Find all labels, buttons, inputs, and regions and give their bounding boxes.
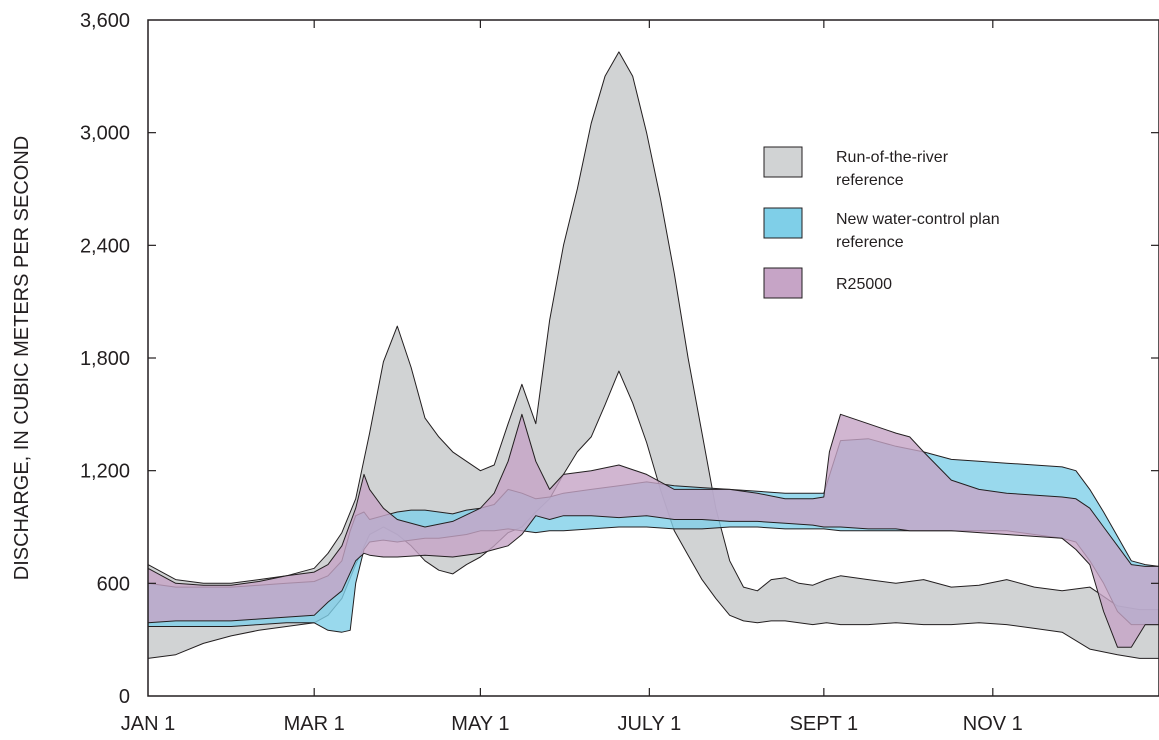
x-tick-label: SEPT 1 — [790, 713, 859, 735]
legend-label-new-water-control-plan-line1: New water-control plan — [836, 211, 1000, 228]
legend-label-r25000: R25000 — [836, 276, 892, 293]
x-tick-label: JULY 1 — [617, 713, 681, 735]
y-tick-label: 600 — [97, 573, 130, 595]
y-tick-label: 1,200 — [80, 461, 130, 483]
series-layer — [147, 51, 1159, 659]
y-tick-label: 3,600 — [80, 10, 130, 32]
ticks-layer: 0 600 1,200 1,800 2,400 3,000 3,600 JAN 1 MAR 1 M… — [80, 10, 1159, 735]
x-tick-label: MAY 1 — [451, 713, 509, 735]
y-axis-title: DISCHARGE, IN CUBIC METERS PER SECOND — [11, 136, 33, 581]
legend-swatch-r25000 — [763, 267, 803, 299]
legend-label-run-of-the-river-line2: reference — [836, 172, 904, 189]
legend-label-run-of-the-river-line1: Run-of-the-river — [836, 149, 949, 166]
series-band-run-of-the-river-reference — [147, 51, 1159, 659]
x-tick-label: MAR 1 — [284, 713, 345, 735]
x-tick-label: JAN 1 — [121, 713, 175, 735]
legend: Run-of-the-river reference New water-con… — [763, 146, 1000, 299]
y-tick-label: 2,400 — [80, 235, 130, 257]
y-tick-label: 1,800 — [80, 348, 130, 370]
y-tick-label: 0 — [119, 686, 130, 708]
y-tick-label: 3,000 — [80, 123, 130, 145]
plot-area: 0 600 1,200 1,800 2,400 3,000 3,600 JAN 1 MAR 1 M… — [80, 10, 1159, 735]
legend-swatch-new-water-control-plan — [763, 207, 803, 239]
legend-swatch-run-of-the-river — [763, 146, 803, 178]
x-tick-label: NOV 1 — [963, 713, 1023, 735]
legend-label-new-water-control-plan-line2: reference — [836, 234, 904, 251]
series-band-r25000 — [147, 413, 1159, 648]
